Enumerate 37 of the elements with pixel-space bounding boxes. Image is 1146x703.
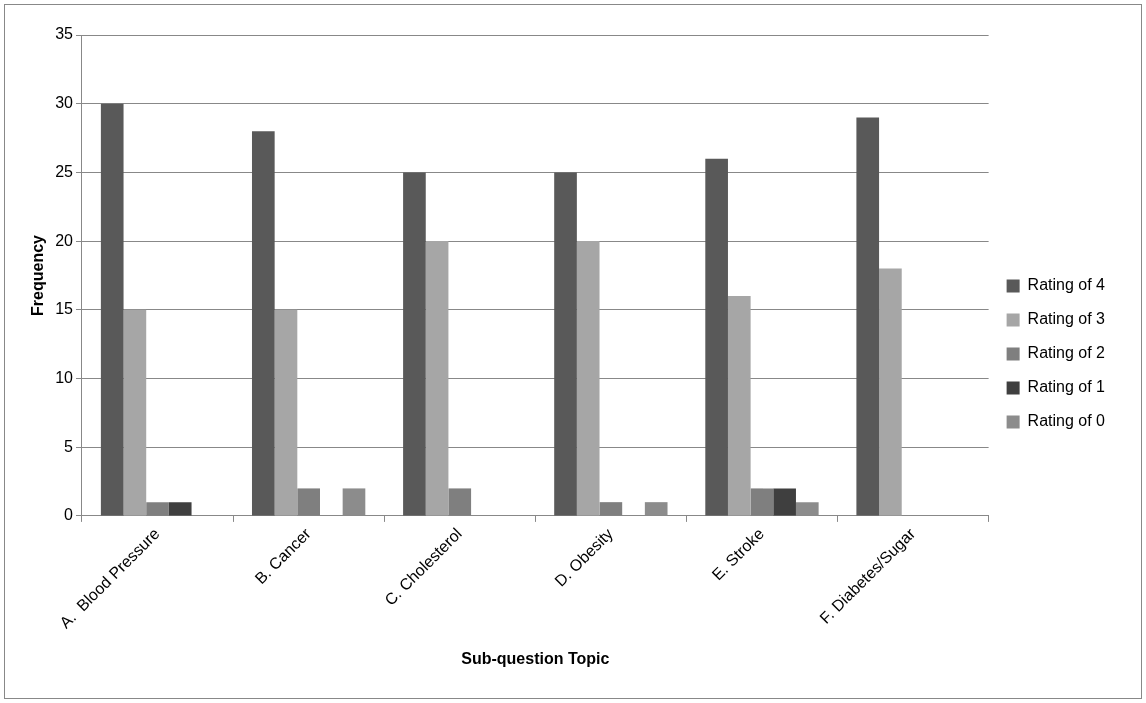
bar xyxy=(554,172,577,516)
bar xyxy=(403,172,426,516)
bar xyxy=(425,241,449,516)
y-tick-label: 15 xyxy=(55,300,74,318)
bar xyxy=(251,131,275,516)
legend-label: Rating of 4 xyxy=(1027,276,1106,294)
legend-label: Rating of 0 xyxy=(1027,412,1106,430)
y-tick-label: 35 xyxy=(55,25,74,43)
bar xyxy=(644,502,668,516)
bar xyxy=(773,488,796,516)
bar xyxy=(123,309,147,516)
bar xyxy=(705,158,728,516)
bar xyxy=(599,502,623,516)
y-tick-label: 20 xyxy=(55,231,74,249)
bar xyxy=(576,241,600,516)
bar xyxy=(100,103,124,516)
bar xyxy=(146,502,169,516)
bar xyxy=(297,488,320,516)
bar xyxy=(342,488,366,516)
bar xyxy=(168,502,192,516)
y-axis-title: Frequency xyxy=(29,234,47,316)
y-tick-label: 5 xyxy=(64,437,74,455)
legend-label: Rating of 2 xyxy=(1027,344,1106,362)
x-axis-title: Sub-question Topic xyxy=(461,649,610,667)
legend-label: Rating of 3 xyxy=(1027,310,1106,328)
y-tick-label: 0 xyxy=(64,506,74,524)
bar xyxy=(727,296,751,516)
bar xyxy=(795,502,819,516)
bar xyxy=(274,309,298,516)
bar xyxy=(448,488,472,516)
bar xyxy=(856,117,880,516)
bar xyxy=(879,268,902,516)
legend-label: Rating of 1 xyxy=(1027,378,1106,396)
bar xyxy=(750,488,774,516)
y-tick-label: 25 xyxy=(55,162,74,180)
y-tick-label: 10 xyxy=(55,368,74,386)
y-tick-label: 30 xyxy=(55,94,74,112)
